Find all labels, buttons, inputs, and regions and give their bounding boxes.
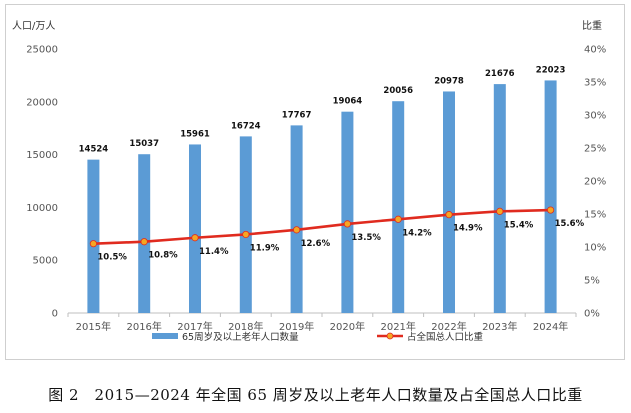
bar — [443, 91, 455, 313]
x-tick-label: 2024年 — [533, 320, 568, 333]
axes — [67, 312, 577, 317]
line-point — [445, 211, 453, 219]
line-value-label: 15.6% — [555, 219, 585, 229]
figure-caption: 图 2 2015—2024 年全国 65 周岁及以上老年人口数量及占全国总人口比… — [48, 386, 583, 404]
x-tick-label: 2021年 — [380, 320, 415, 333]
y-left-tick-label: 0 — [52, 309, 58, 320]
line-value-label: 14.9% — [453, 224, 483, 234]
line-point — [496, 207, 504, 215]
line-value-label: 10.5% — [97, 253, 127, 263]
x-tick-label: 2016年 — [126, 320, 161, 333]
bar-value-label: 15037 — [129, 139, 159, 149]
x-tick-label: 2020年 — [330, 320, 365, 333]
line-point — [242, 230, 250, 239]
legend: 65周岁及以上老年人口数量 占全国总人口比重 — [152, 331, 484, 343]
line-data-labels: 10.5% 10.8% 11.4% 11.9% 12.6% 13.5% 14.2% 14.9%… — [97, 219, 584, 263]
legend-bar-label: 65周岁及以上老年人口数量 — [182, 331, 299, 343]
line-value-label: 12.6% — [301, 239, 331, 249]
bar-value-label: 21676 — [485, 69, 515, 79]
line-series — [89, 206, 555, 248]
left-tick-labels: 0 5000 10000 15000 20000 25000 — [26, 45, 58, 320]
x-tick-label: 2017年 — [177, 320, 212, 333]
y-right-tick-label: 30% — [584, 111, 606, 122]
y-right-tick-label: 40% — [584, 45, 606, 56]
y-left-tick-label: 10000 — [26, 203, 58, 214]
line-value-label: 13.5% — [351, 233, 381, 243]
x-tick-label: 2018年 — [228, 320, 263, 333]
bar — [239, 136, 252, 313]
line-value-label: 11.4% — [199, 247, 229, 257]
bar-data-labels: 14524 15037 15961 16724 17767 19064 20056 20978… — [79, 65, 566, 154]
line-value-label: 15.4% — [504, 220, 534, 230]
y-right-tick-label: 20% — [584, 177, 606, 188]
line-value-label: 10.8% — [148, 251, 178, 261]
y-right-tick-label: 15% — [584, 210, 606, 221]
bar-value-label: 19064 — [333, 97, 363, 107]
y-left-axis-title: 人口/万人 — [12, 20, 55, 32]
y-left-tick-label: 5000 — [33, 256, 58, 267]
bar — [189, 144, 201, 313]
bar — [138, 154, 151, 313]
y-right-tick-label: 25% — [584, 144, 606, 155]
x-tick-label: 2023年 — [482, 320, 517, 333]
legend-line-label: 占全国总人口比重 — [407, 331, 484, 343]
line-point — [292, 226, 301, 234]
line-point — [546, 206, 555, 214]
right-tick-labels: 0% 5% 10% 15% 20% 25% 30% 35% 40% — [584, 45, 606, 320]
bar-series — [87, 80, 557, 313]
y-right-tick-label: 10% — [584, 243, 606, 254]
bar-value-label: 20978 — [434, 76, 464, 86]
x-tick-label: 2015年 — [76, 320, 111, 333]
bar — [87, 159, 100, 313]
y-right-tick-label: 35% — [584, 78, 606, 89]
bar — [290, 125, 303, 313]
bar-value-label: 17767 — [282, 110, 312, 120]
bar-value-label: 22023 — [536, 65, 566, 75]
line-value-label: 14.2% — [402, 228, 432, 238]
y-right-tick-label: 0% — [584, 309, 600, 320]
y-right-tick-label: 5% — [584, 276, 600, 287]
bar-value-label: 14524 — [79, 145, 109, 155]
chart-frame: 人口/万人 比重 0 5000 10000 15000 20000 25000 0% 5% 1… — [5, 4, 625, 360]
bar — [493, 84, 506, 313]
bar — [392, 101, 405, 313]
x-tick-label: 2022年 — [431, 320, 466, 333]
line-value-label: 11.9% — [250, 243, 280, 253]
bar-value-label: 20056 — [383, 86, 413, 96]
x-tick-label: 2019年 — [279, 320, 314, 333]
line-point — [343, 220, 351, 228]
bar — [544, 80, 557, 313]
line-point — [140, 238, 148, 246]
y-right-axis-title: 比重 — [582, 19, 602, 32]
line-point — [191, 234, 199, 242]
y-left-tick-label: 15000 — [26, 150, 58, 161]
x-tick-labels: 2015年 2016年 2017年 2018年 2019年 2020年 2021年 2022年… — [76, 320, 569, 333]
y-left-tick-label: 20000 — [26, 97, 58, 108]
line-point — [394, 215, 402, 223]
bar — [341, 111, 354, 313]
y-left-tick-label: 25000 — [26, 45, 58, 56]
combo-chart: 人口/万人 比重 0 5000 10000 15000 20000 25000 0% 5% 1… — [12, 19, 606, 343]
series-line — [93, 208, 551, 245]
line-point — [89, 240, 98, 248]
legend-line-marker — [386, 332, 394, 340]
bar-value-label: 15961 — [180, 129, 210, 139]
legend-bar-swatch — [152, 333, 178, 339]
bar-value-label: 16724 — [231, 121, 261, 131]
